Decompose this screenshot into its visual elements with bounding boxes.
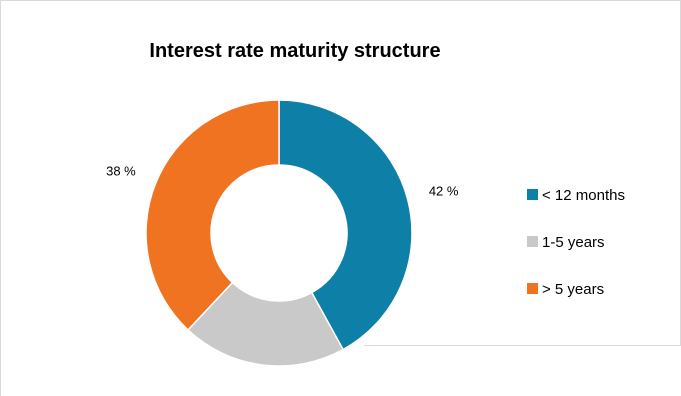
legend-label-1-5-years: 1-5 years [542,234,605,251]
legend-item-12-months: < 12 months [527,187,625,204]
legend-item-5-years: > 5 years [527,281,604,298]
data-label-12-months: 42 % [429,184,459,199]
data-labels-group: 42 % 20 % 38 % [106,163,459,396]
legend-swatch-5-years [527,283,538,294]
slice-12-months [278,99,413,351]
legend-swatch-12-months [527,189,538,200]
legend: < 12 months 1-5 years > 5 years [527,187,625,298]
legend-item-1-5-years: 1-5 years [527,234,605,251]
legend-swatch-1-5-years [527,236,538,247]
legend-label-12-months: < 12 months [542,187,625,204]
legend-label-5-years: > 5 years [542,281,604,298]
data-label-1-5-years: 20 % [243,395,273,396]
chart-title: Interest rate maturity structure [149,40,440,62]
data-label-5-years: 38 % [106,163,136,178]
slice-5-years [145,99,280,332]
slice-1-5-years [186,281,345,367]
slices-group [145,99,413,367]
